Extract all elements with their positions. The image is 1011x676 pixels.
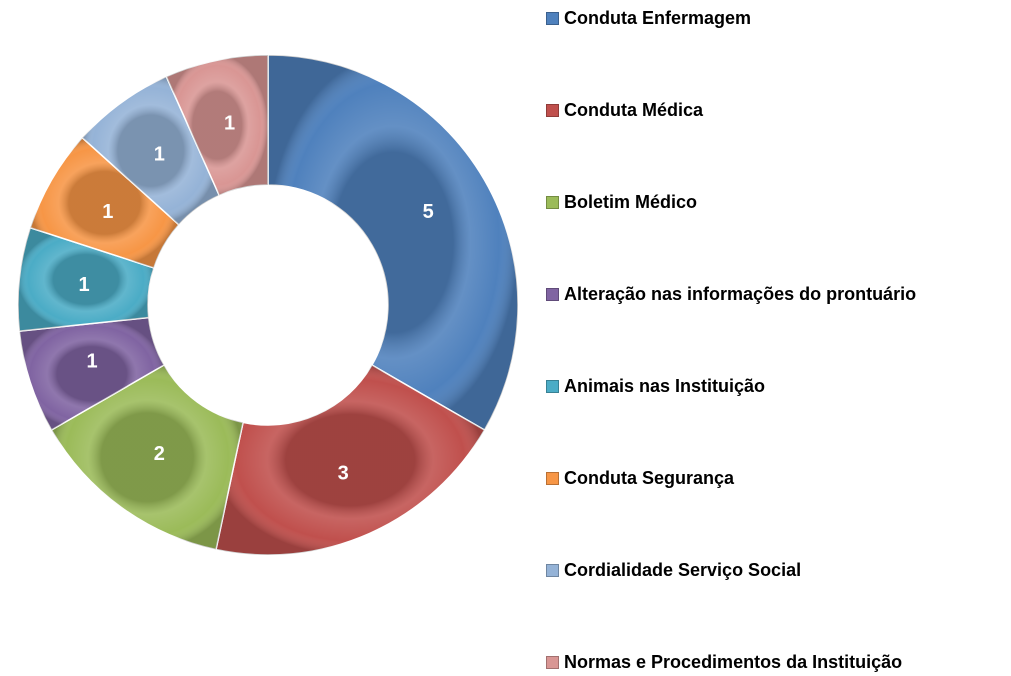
- legend-label: Boletim Médico: [564, 192, 698, 212]
- data-label: 3: [338, 462, 349, 484]
- legend-item: Boletim Médico: [546, 190, 697, 214]
- legend-item: Conduta Médica: [546, 98, 703, 122]
- legend-item: Animais nas Instituição: [546, 374, 765, 398]
- slice: [267, 54, 519, 432]
- legend-swatch: [546, 564, 559, 577]
- legend-item: Cordialidade Serviço Social: [546, 558, 801, 582]
- legend-swatch: [546, 380, 559, 393]
- data-label: 2: [154, 443, 165, 465]
- data-label: 1: [78, 274, 89, 296]
- legend-swatch: [546, 472, 559, 485]
- legend-item: Conduta Enfermagem: [546, 6, 751, 30]
- data-label: 1: [102, 201, 113, 223]
- data-label: 1: [86, 350, 97, 372]
- legend-label: Conduta Segurança: [564, 468, 735, 488]
- legend-swatch: [546, 656, 559, 669]
- legend-label: Normas e Procedimentos da Instituição: [564, 652, 903, 672]
- data-label: 5: [423, 201, 434, 223]
- legend-label: Conduta Enfermagem: [564, 8, 752, 28]
- legend-label: Conduta Médica: [564, 100, 704, 120]
- legend-swatch: [546, 288, 559, 301]
- data-label: 1: [224, 112, 235, 134]
- legend-label: Alteração nas informações do prontuário: [564, 284, 917, 304]
- legend-swatch: [546, 104, 559, 117]
- legend-item: Alteração nas informações do prontuário: [546, 282, 916, 306]
- legend-swatch: [546, 12, 559, 25]
- legend-label: Cordialidade Serviço Social: [564, 560, 802, 580]
- legend-item: Normas e Procedimentos da Instituição: [546, 650, 902, 674]
- chart: 5 3 2 1 1 1 1 1: [17, 54, 519, 556]
- data-label: 1: [154, 144, 165, 166]
- legend-item: Conduta Segurança: [546, 466, 734, 490]
- legend-label: Animais nas Instituição: [564, 376, 766, 396]
- legend-swatch: [546, 196, 559, 209]
